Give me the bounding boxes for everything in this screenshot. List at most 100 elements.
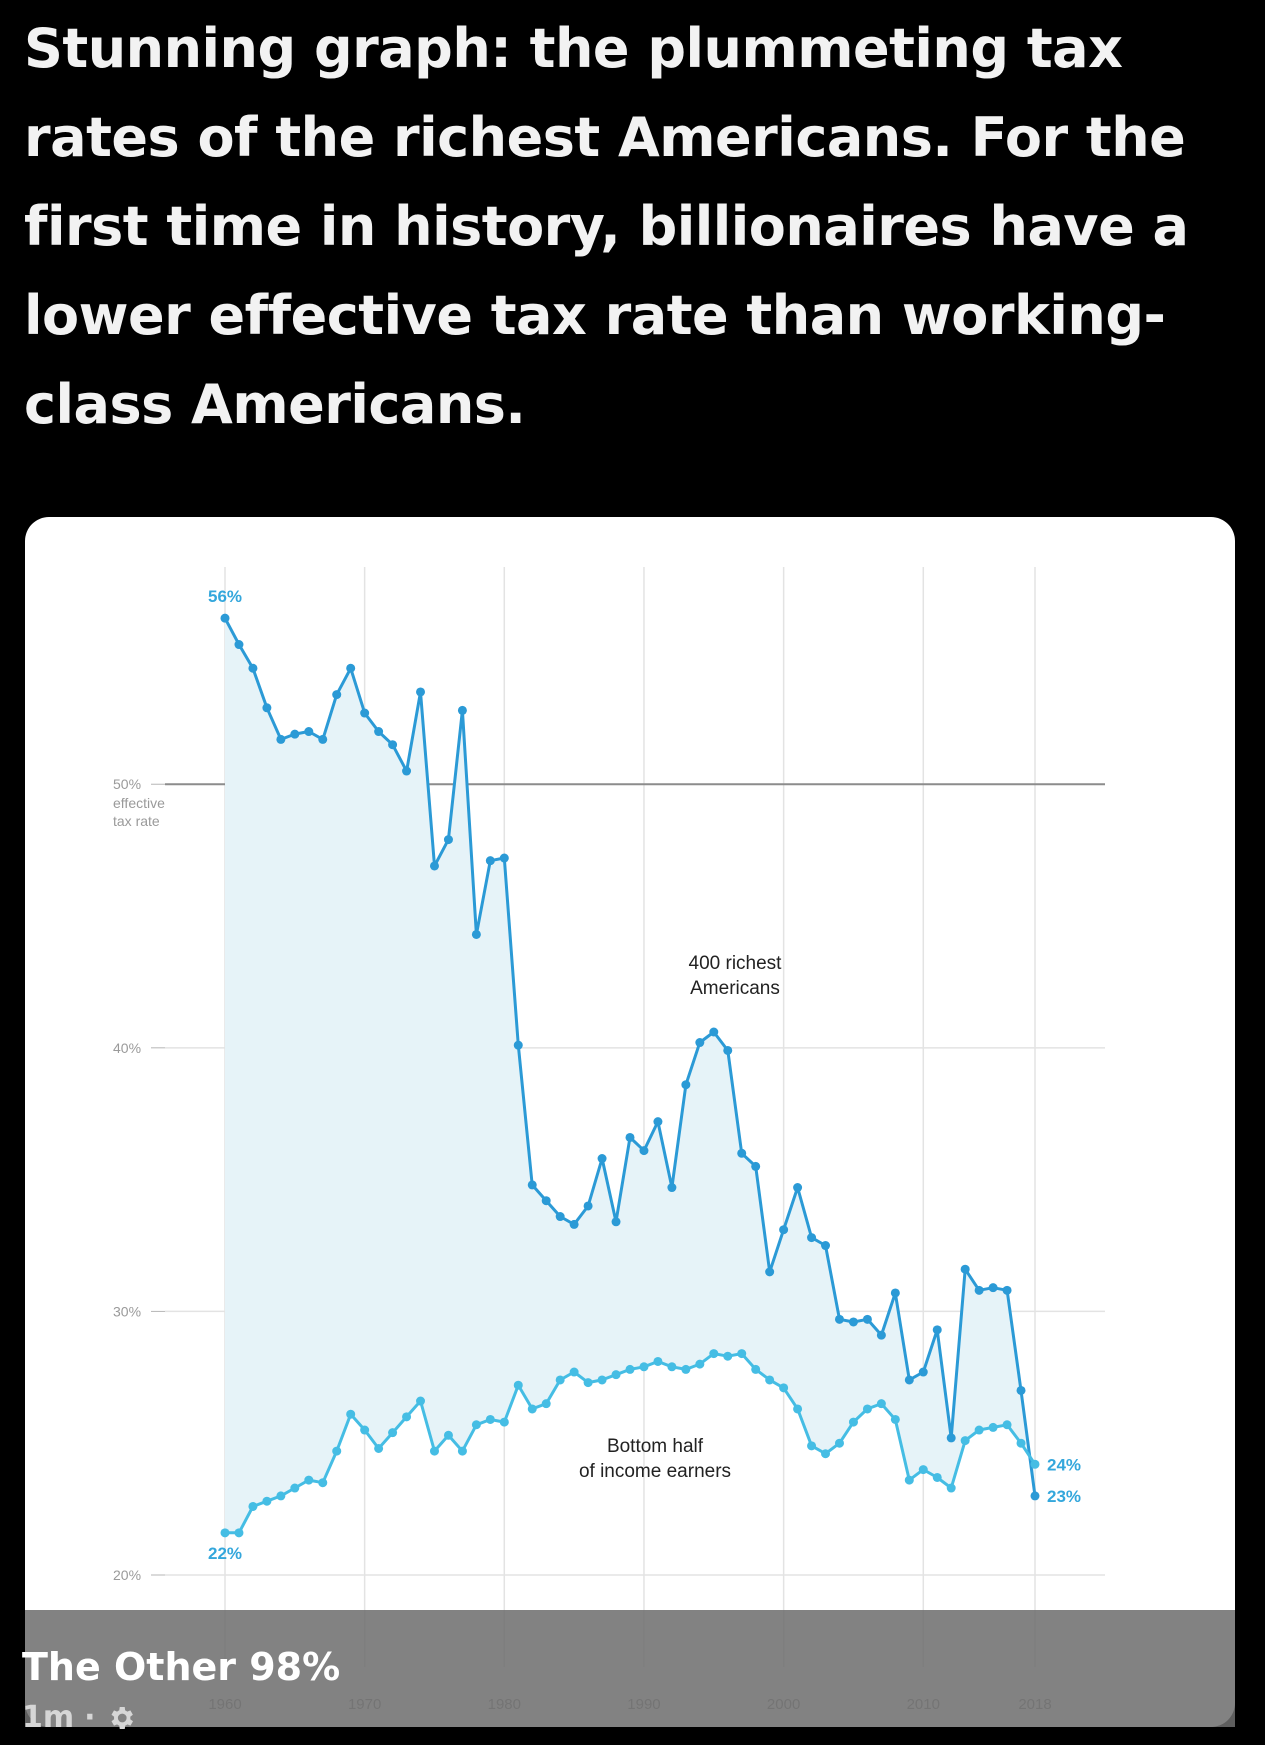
bottom-half-point	[388, 1428, 398, 1438]
bottom-half-point	[890, 1414, 900, 1424]
bottom-half-point	[374, 1443, 384, 1453]
bottom-half-point	[220, 1528, 230, 1538]
richest-americans-point	[374, 727, 384, 737]
bottom-half-point	[932, 1472, 942, 1482]
bottom-half-point	[793, 1404, 803, 1414]
bottom-half-point	[416, 1396, 426, 1406]
bottom-half-point	[597, 1375, 607, 1385]
series-points	[220, 613, 1040, 1538]
richest-americans-point	[429, 861, 439, 871]
bottom-half-point	[527, 1404, 537, 1414]
richest-americans-point	[918, 1367, 928, 1377]
richest-americans-point	[709, 1027, 719, 1037]
richest-americans-point	[932, 1325, 942, 1335]
bottom-half-point	[360, 1425, 370, 1435]
post-meta: 1m ·	[22, 1698, 136, 1738]
bottom-half-point	[723, 1351, 733, 1361]
richest-americans-point	[527, 1180, 537, 1190]
end-bottom-label: 24%	[1047, 1455, 1081, 1474]
y-axis-sublabel: effective tax rate	[113, 795, 165, 829]
shaded-gap-area	[225, 618, 1035, 1533]
bottom-half-point	[248, 1501, 258, 1511]
richest-americans-point	[988, 1283, 998, 1293]
meta-separator: ·	[84, 1700, 96, 1735]
bottom-half-point	[779, 1383, 789, 1393]
bottom-half-point	[625, 1364, 635, 1374]
richest-americans-point	[974, 1285, 984, 1295]
richest-americans-point	[807, 1233, 817, 1243]
richest-americans-point	[485, 856, 495, 866]
richest-americans-point	[276, 734, 286, 744]
richest-americans-point	[946, 1433, 956, 1443]
richest-americans-point	[499, 853, 509, 863]
start-richest-label: 56%	[208, 587, 242, 606]
richest-americans-point	[779, 1225, 789, 1235]
bottom-half-point	[988, 1422, 998, 1432]
chart-card: 196019701980199020002010201820%30%40%50%…	[25, 517, 1235, 1727]
richest-americans-point	[876, 1330, 886, 1340]
page-name[interactable]: The Other 98%	[22, 1645, 341, 1689]
bottom-half-point	[262, 1496, 272, 1506]
richest-americans-point	[346, 663, 356, 673]
richest-americans-point	[904, 1375, 914, 1385]
bottom-half-point	[960, 1436, 970, 1446]
bottom-half-point	[234, 1528, 244, 1538]
richest-americans-point	[848, 1317, 858, 1327]
bottom-half-point	[443, 1430, 453, 1440]
bottom-half-point	[555, 1375, 565, 1385]
bottom-half-point	[848, 1417, 858, 1427]
richest-americans-point	[765, 1267, 775, 1277]
bottom-half-point	[862, 1404, 872, 1414]
bottom-half-point	[541, 1399, 551, 1409]
bottom-half-point	[974, 1425, 984, 1435]
bottom-half-point	[1030, 1459, 1040, 1469]
richest-americans-point	[304, 727, 314, 737]
richest-americans-point	[360, 708, 370, 718]
caption-overlay	[25, 1610, 1235, 1727]
bottom-half-point	[471, 1420, 481, 1430]
richest-americans-point	[890, 1288, 900, 1298]
bottom-half-point	[318, 1478, 328, 1488]
bottom-half-point	[681, 1364, 691, 1374]
richest-americans-point	[1030, 1491, 1040, 1501]
gap-area-fill	[225, 618, 1035, 1533]
richest-americans-point	[751, 1161, 761, 1171]
bottom-half-point	[737, 1349, 747, 1359]
post-headline: Stunning graph: the plummeting tax rates…	[24, 17, 1189, 436]
richest-americans-point	[569, 1219, 579, 1229]
richest-americans-point	[248, 663, 258, 673]
gear-icon[interactable]	[106, 1703, 136, 1733]
richest-americans-point	[416, 687, 426, 697]
y-tick-label: 40%	[113, 1040, 141, 1056]
bottom-half-point	[709, 1349, 719, 1359]
bottom-half-point	[346, 1409, 356, 1419]
tax-rate-line-chart: 196019701980199020002010201820%30%40%50%…	[113, 567, 1105, 1713]
richest-americans-point	[695, 1038, 705, 1048]
richest-americans-point	[541, 1196, 551, 1206]
bottom-series-label: Bottom half of income earners	[579, 1436, 731, 1482]
post-time: 1m	[22, 1700, 75, 1735]
richest-americans-point	[960, 1264, 970, 1274]
bottom-half-point	[695, 1359, 705, 1369]
y-tick-label: 50%	[113, 776, 141, 792]
richest-americans-point	[234, 640, 244, 650]
bottom-half-point	[765, 1375, 775, 1385]
bottom-half-point	[667, 1362, 677, 1372]
start-bottom-label: 22%	[208, 1544, 242, 1563]
richest-americans-point	[639, 1146, 649, 1156]
richest-series-label: 400 richest Americans	[689, 953, 783, 999]
bottom-half-point	[485, 1414, 495, 1424]
bottom-half-point	[946, 1483, 956, 1493]
richest-americans-point	[471, 929, 481, 939]
richest-americans-point	[220, 613, 230, 623]
bottom-half-point	[304, 1475, 314, 1485]
y-tick-label: 30%	[113, 1303, 141, 1319]
bottom-half-point	[653, 1356, 663, 1366]
richest-americans-point	[681, 1080, 691, 1090]
richest-americans-point	[443, 835, 453, 845]
richest-americans-point	[402, 766, 412, 776]
richest-americans-point	[834, 1314, 844, 1324]
bottom-half-point	[876, 1399, 886, 1409]
richest-americans-point	[821, 1241, 831, 1251]
richest-americans-point	[457, 705, 467, 715]
